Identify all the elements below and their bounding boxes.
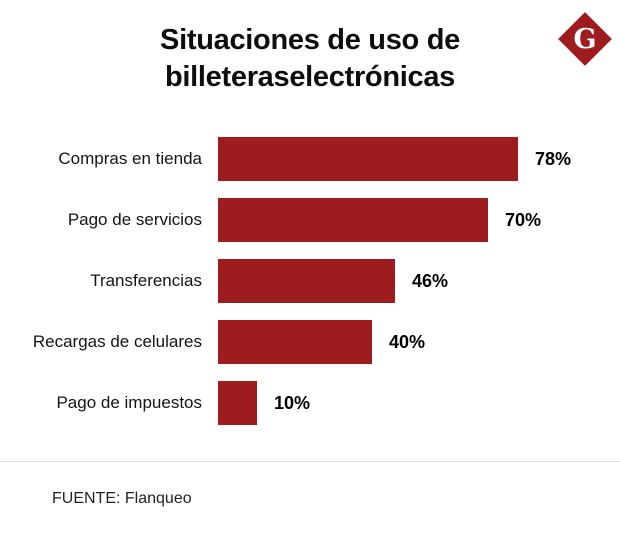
category-label: Transferencias: [90, 271, 202, 291]
chart-title-line2: billeteraselectrónicas: [165, 60, 455, 93]
chart-header: Situaciones de uso de billeteraselectrón…: [0, 0, 620, 95]
chart-row: Compras en tienda 78%: [0, 137, 620, 182]
bar: [218, 259, 395, 304]
chart-row: Pago de servicios 70%: [0, 198, 620, 243]
bar-chart: Compras en tienda 78% Pago de servicios 70%…: [0, 137, 620, 426]
chart-row: Transferencias 46%: [0, 259, 620, 304]
value-label: 70%: [505, 209, 542, 230]
chart-row: Pago de impuestos 10%: [0, 381, 620, 426]
chart-row: Recargas de celulares 40%: [0, 320, 620, 365]
category-label: Compras en tienda: [58, 149, 202, 169]
chart-title-line1: Situaciones de uso de: [160, 24, 460, 56]
bar: [218, 137, 518, 182]
brand-logo: G: [556, 10, 614, 68]
footer-divider: [0, 461, 620, 462]
category-label: Pago de impuestos: [56, 393, 202, 413]
bar: [218, 320, 372, 365]
value-label: 46%: [412, 270, 449, 291]
bar: [218, 198, 488, 243]
bar: [218, 381, 257, 426]
category-label: Pago de servicios: [67, 210, 202, 230]
value-label: 40%: [389, 331, 426, 352]
chart-title: Situaciones de uso de billeteraselectrón…: [0, 22, 620, 95]
source-label: FUENTE: Flanqueo: [52, 490, 192, 507]
value-label: 78%: [535, 148, 572, 169]
value-label: 10%: [274, 392, 311, 413]
category-label: Recargas de celulares: [32, 332, 202, 352]
logo-letter: G: [573, 23, 597, 55]
